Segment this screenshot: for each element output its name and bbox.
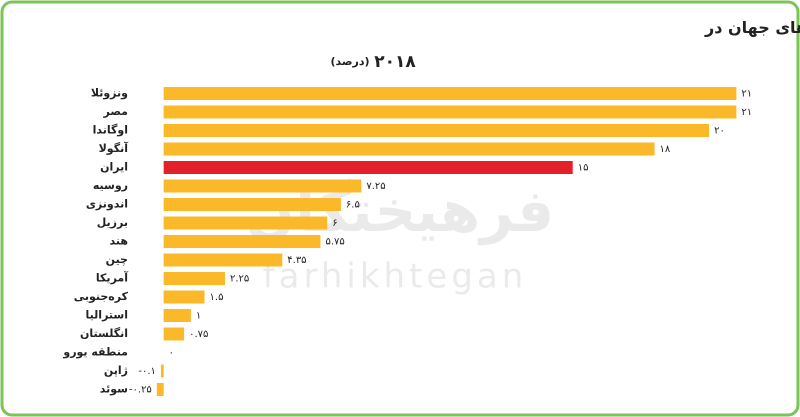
category-label: استرالیا [86,309,128,322]
bar [163,105,737,119]
bar [163,198,341,211]
value-label: ۱ [196,311,201,322]
value-label: ۴.۳۵ [287,255,306,266]
category-label: چین [106,253,128,266]
value-label: -۰.۲۵ [129,385,152,396]
value-label: ۵.۷۵ [325,237,344,248]
year: ۲۰۱۸ [374,52,416,72]
value-label: ۲۱ [741,89,752,100]
value-label: ۰.۷۵ [189,329,208,340]
bar [163,290,205,304]
bar [163,179,362,193]
category-label: انگلستان [80,327,128,340]
category-label: منطقه یورو [62,346,128,359]
category-label: کره‌جنوبی [74,290,129,303]
value-label: ۲۰ [714,126,725,137]
category-label: برزیل [97,216,128,229]
bar [156,383,164,396]
category-label: اندونزی [86,198,128,211]
title-part: ایران و برخی کشورهای جهان در [704,18,800,37]
bar [163,124,710,137]
category-label: آمریکا [96,271,128,285]
bar [163,87,737,100]
category-label: روسیه [93,179,128,192]
value-label: -۰.۱ [138,366,156,377]
bar [163,235,321,248]
value-label: ۱۵ [578,163,589,174]
bar [163,272,225,285]
bar [163,142,655,156]
bar [163,253,283,267]
watermark: farhikhtegan [263,257,528,297]
category-label: ژاپن [104,364,128,377]
category-label: هند [110,235,128,248]
value-label: ۰ [169,348,174,359]
bar [163,216,328,230]
category-label: ایران [100,161,128,174]
bar [163,327,185,341]
category-label: ونزوئلا [91,87,128,100]
value-label: ۲۱ [741,107,752,118]
bar [163,309,191,322]
bar [163,161,573,174]
category-label: آنگولا [99,141,129,155]
chart-title: مقایسه نرخ بهره سالانه ایران و برخی کشور… [704,18,800,37]
value-label: ۱.۵ [210,292,224,303]
value-label: ۷.۲۵ [366,181,385,192]
bar [160,364,164,378]
value-label: ۱۸ [660,144,671,155]
unit: (درصد) [330,55,369,68]
value-label: ۶.۵ [346,200,360,211]
category-label: مصر [103,105,129,118]
category-label: سوئد [100,383,128,396]
value-label: ۶ [332,218,337,229]
value-label: ۲.۲۵ [230,274,249,285]
category-label: اوگاندا [93,124,128,137]
